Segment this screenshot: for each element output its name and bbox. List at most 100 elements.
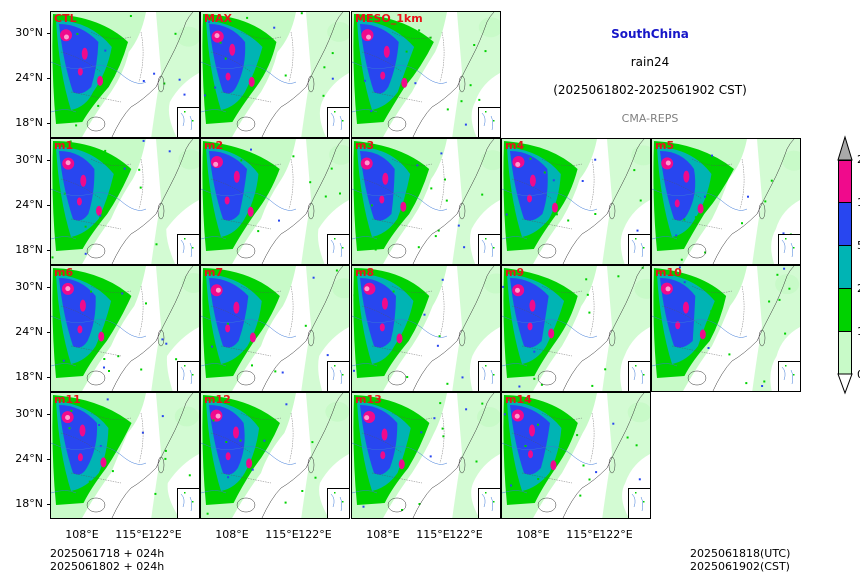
longitude-tick-label: 122°E — [298, 528, 332, 541]
colorbar-level-label: 100 — [857, 196, 860, 209]
ensemble-map-panel: m12 — [200, 392, 350, 519]
south-sea-inset — [177, 107, 199, 137]
colorbar-level-label: 50 — [857, 239, 860, 252]
valid-time-cst: 2025061902(CST) — [690, 560, 790, 573]
latitude-tick-mark — [47, 33, 50, 34]
longitude-tick-label: 122°E — [148, 528, 182, 541]
panel-label: m4 — [505, 139, 525, 152]
south-sea-inset — [478, 234, 500, 264]
longitude-tick-label: 108°E — [366, 528, 400, 541]
longitude-tick-label: 108°E — [215, 528, 249, 541]
colorbar-extend-arrows — [837, 135, 853, 395]
longitude-tick-label: 115°E — [265, 528, 299, 541]
ensemble-map-panel: m3 — [351, 138, 501, 265]
latitude-tick-mark — [47, 205, 50, 206]
latitude-tick-label: 24°N — [15, 71, 43, 84]
colorbar-level-label: 250 — [857, 153, 860, 166]
latitude-tick-mark — [47, 78, 50, 79]
south-sea-inset — [478, 361, 500, 391]
colorbar-level-label: 10 — [857, 325, 860, 338]
variable-title: rain24 — [630, 55, 670, 69]
south-sea-inset — [628, 361, 650, 391]
latitude-tick-mark — [47, 414, 50, 415]
longitude-tick-label: 108°E — [65, 528, 99, 541]
ensemble-map-panel: m10 — [651, 265, 801, 392]
latitude-tick-label: 24°N — [15, 325, 43, 338]
south-sea-inset — [327, 361, 349, 391]
latitude-tick-label: 24°N — [15, 452, 43, 465]
ensemble-map-panel: m8 — [351, 265, 501, 392]
period-title: (2025061802-2025061902 CST) — [553, 83, 747, 97]
panel-label: m11 — [54, 393, 81, 406]
panel-label: m8 — [355, 266, 375, 279]
latitude-tick-label: 30°N — [15, 153, 43, 166]
south-sea-inset — [478, 107, 500, 137]
latitude-tick-mark — [47, 160, 50, 161]
init-time-cst: 2025061802 + 024h — [50, 560, 165, 573]
ensemble-map-panel: m13 — [351, 392, 501, 519]
longitude-tick-label: 122°E — [449, 528, 483, 541]
latitude-tick-mark — [47, 459, 50, 460]
panel-label: MESO_1km — [355, 12, 423, 25]
latitude-tick-mark — [47, 123, 50, 124]
latitude-tick-label: 18°N — [15, 497, 43, 510]
valid-time-utc: 2025061818(UTC) — [690, 547, 791, 560]
colorbar-segment — [838, 202, 852, 245]
south-sea-inset — [778, 361, 800, 391]
ensemble-map-panel: m7 — [200, 265, 350, 392]
longitude-tick-label: 115°E — [566, 528, 600, 541]
ensemble-map-panel: MAX — [200, 11, 350, 138]
south-sea-inset — [778, 234, 800, 264]
panel-label: CTL — [54, 12, 77, 25]
colorbar-segment — [838, 245, 852, 288]
south-sea-inset — [628, 488, 650, 518]
south-sea-inset — [177, 361, 199, 391]
region-title: SouthChina — [611, 27, 689, 41]
model-title: CMA-REPS — [621, 112, 679, 125]
longitude-tick-label: 122°E — [599, 528, 633, 541]
south-sea-inset — [177, 488, 199, 518]
latitude-tick-label: 30°N — [15, 407, 43, 420]
latitude-tick-label: 18°N — [15, 243, 43, 256]
panel-label: m1 — [54, 139, 74, 152]
ensemble-map-panel: m2 — [200, 138, 350, 265]
ensemble-map-panel: m14 — [501, 392, 651, 519]
latitude-tick-label: 30°N — [15, 280, 43, 293]
panel-label: m5 — [655, 139, 675, 152]
init-time-utc: 2025061718 + 024h — [50, 547, 165, 560]
panel-label: m9 — [505, 266, 525, 279]
south-sea-inset — [327, 488, 349, 518]
latitude-tick-label: 18°N — [15, 370, 43, 383]
latitude-tick-mark — [47, 504, 50, 505]
panel-label: m10 — [655, 266, 682, 279]
latitude-tick-label: 30°N — [15, 26, 43, 39]
panel-label: m13 — [355, 393, 382, 406]
latitude-tick-label: 18°N — [15, 116, 43, 129]
ensemble-map-panel: m4 — [501, 138, 651, 265]
panel-label: m3 — [355, 139, 375, 152]
ensemble-map-panel: CTL — [50, 11, 200, 138]
longitude-tick-label: 115°E — [416, 528, 450, 541]
panel-label: m7 — [204, 266, 224, 279]
colorbar-segment — [838, 288, 852, 331]
panel-label: m6 — [54, 266, 74, 279]
ensemble-map-panel: m9 — [501, 265, 651, 392]
south-sea-inset — [327, 107, 349, 137]
panel-label: m14 — [505, 393, 532, 406]
south-sea-inset — [177, 234, 199, 264]
latitude-tick-mark — [47, 287, 50, 288]
longitude-tick-label: 108°E — [516, 528, 550, 541]
colorbar-level-label: 25 — [857, 282, 860, 295]
panel-label: m12 — [204, 393, 231, 406]
south-sea-inset — [327, 234, 349, 264]
ensemble-map-panel: m11 — [50, 392, 200, 519]
colorbar-level-label: 0.1 — [857, 368, 860, 381]
latitude-tick-label: 24°N — [15, 198, 43, 211]
longitude-tick-label: 115°E — [115, 528, 149, 541]
latitude-tick-mark — [47, 332, 50, 333]
latitude-tick-mark — [47, 377, 50, 378]
south-sea-inset — [628, 234, 650, 264]
latitude-tick-mark — [47, 250, 50, 251]
panel-label: m2 — [204, 139, 224, 152]
colorbar-segment — [838, 331, 852, 374]
